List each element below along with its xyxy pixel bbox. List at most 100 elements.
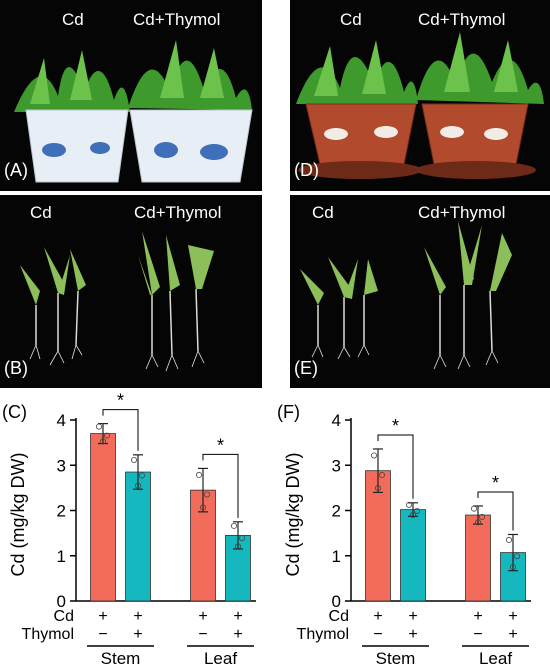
data-point [513, 553, 520, 560]
treatment-sign: − [473, 626, 482, 643]
potted-plants-illustration-d [296, 32, 544, 179]
treatment-row-label: Cd [329, 608, 349, 625]
photo-panel-d: Cd Cd+Thymol (D) [290, 0, 550, 191]
label-cd: Cd [30, 203, 52, 222]
treatment-sign: + [408, 626, 417, 643]
bar [500, 552, 526, 602]
significance-star: * [217, 435, 224, 455]
photo-panel-b: Cd Cd+Thymol (B) [0, 195, 262, 388]
treatment-sign: + [198, 608, 207, 625]
y-tick-label: 0 [57, 592, 66, 611]
label-cd: Cd [62, 10, 84, 29]
bar [125, 471, 151, 602]
panel-letter-f: (F) [277, 402, 300, 422]
label-cd-thymol: Cd+Thymol [133, 10, 221, 29]
data-point [371, 452, 378, 459]
data-point [505, 536, 512, 543]
treatment-sign: + [98, 608, 107, 625]
treatment-sign: − [373, 626, 382, 643]
significance-bracket [202, 453, 239, 518]
data-point [375, 485, 382, 492]
group-label: Leaf [479, 649, 512, 668]
data-point [195, 471, 202, 478]
treatment-row-label: Cd [54, 608, 74, 625]
data-point [413, 507, 420, 514]
bar [465, 514, 491, 602]
bar [400, 509, 426, 602]
significance-star: * [392, 416, 399, 436]
panel-letter-a: (A) [4, 160, 28, 180]
data-point [405, 501, 412, 508]
y-tick-label: 2 [57, 502, 66, 521]
y-tick-label: 3 [57, 456, 66, 475]
data-point [100, 438, 107, 445]
pot-right [421, 103, 529, 165]
chart-f: (F) 0 1 2 3 4 Cd (mg/kg DW) * * Cd Thymol + − + + + − + +… [275, 396, 550, 669]
treatment-sign: − [98, 626, 107, 643]
seedlings-illustration-e [300, 221, 512, 370]
data-point [474, 519, 481, 526]
y-tick-label: 4 [332, 411, 341, 430]
significance-star: * [117, 391, 124, 411]
panel-letter-b: (B) [4, 358, 28, 378]
treatment-sign: + [408, 608, 417, 625]
data-point [409, 512, 416, 519]
data-point [234, 543, 241, 550]
data-point [509, 564, 516, 571]
data-point [134, 482, 141, 489]
treatment-sign: + [233, 608, 242, 625]
data-point [238, 535, 245, 542]
data-point [203, 491, 210, 498]
seedlings-illustration-b [20, 231, 214, 372]
significance-star: * [492, 473, 499, 493]
data-point [470, 505, 477, 512]
label-cd: Cd [312, 203, 334, 222]
significance-bracket [102, 409, 139, 451]
y-tick-label: 1 [57, 547, 66, 566]
data-point [199, 504, 206, 511]
y-axis-label: Cd (mg/kg DW) [283, 452, 303, 576]
panel-letter-c: (C) [2, 402, 27, 422]
panel-letter-d: (D) [294, 160, 319, 180]
group-label: Leaf [204, 649, 237, 668]
data-point [379, 472, 386, 479]
data-point [104, 432, 111, 439]
treatment-row-label: Thymol [22, 626, 74, 643]
pot-right [129, 109, 253, 183]
treatment-sign: − [198, 626, 207, 643]
pot-left [305, 103, 417, 165]
treatment-sign: + [508, 626, 517, 643]
bar [90, 433, 116, 602]
photo-panel-a: Cd Cd+Thymol (A) [0, 0, 262, 191]
data-point [478, 513, 485, 520]
treatment-sign: + [233, 626, 242, 643]
treatment-sign: + [133, 608, 142, 625]
photo-panel-e: Cd Cd+Thymol (E) [290, 195, 550, 388]
significance-bracket [377, 434, 414, 499]
group-label: Stem [101, 649, 141, 668]
label-cd-thymol: Cd+Thymol [134, 203, 222, 222]
treatment-row-label: Thymol [297, 626, 349, 643]
pot-left [25, 109, 129, 183]
y-tick-label: 1 [332, 547, 341, 566]
potted-plants-illustration-a [14, 40, 253, 183]
treatment-sign: + [133, 626, 142, 643]
y-tick-label: 2 [332, 502, 341, 521]
data-point [96, 423, 103, 430]
treatment-sign: + [373, 608, 382, 625]
data-point [230, 522, 237, 529]
y-tick-label: 0 [332, 592, 341, 611]
label-cd-thymol: Cd+Thymol [418, 203, 506, 222]
y-tick-label: 3 [332, 456, 341, 475]
group-label: Stem [376, 649, 416, 668]
data-point [130, 457, 137, 464]
panel-letter-e: (E) [294, 358, 318, 378]
significance-bracket [477, 491, 514, 531]
label-cd: Cd [340, 10, 362, 29]
y-axis-label: Cd (mg/kg DW) [8, 452, 28, 576]
label-cd-thymol: Cd+Thymol [418, 10, 506, 29]
treatment-sign: + [473, 608, 482, 625]
chart-c: (C) 0 1 2 3 4 Cd (mg/kg DW) * * Cd Thymol + − + + + − + +… [0, 391, 275, 669]
